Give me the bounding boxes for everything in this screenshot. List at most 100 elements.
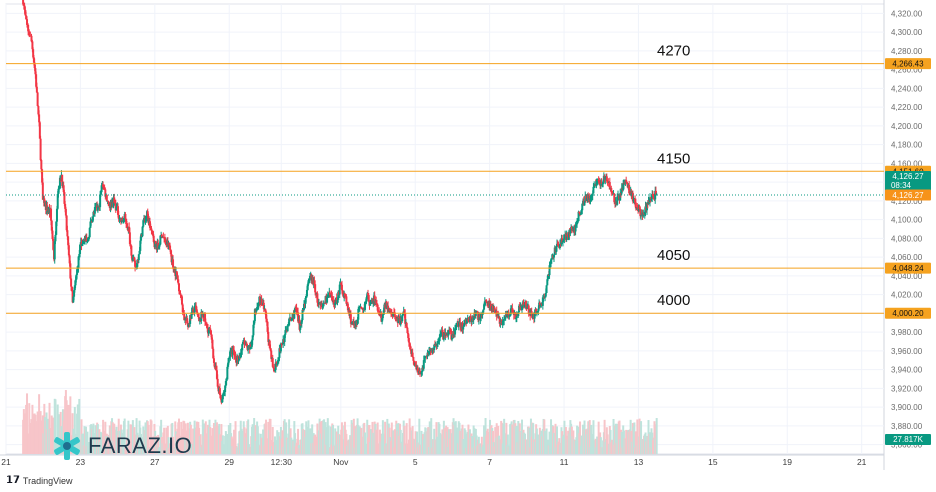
volume-bar: [218, 434, 221, 454]
candle-body: [360, 307, 363, 309]
candle-body: [73, 285, 76, 291]
candle-body: [122, 218, 125, 221]
candle-body: [455, 322, 458, 326]
candle-body: [34, 68, 37, 75]
candle-body: [369, 301, 372, 303]
y-tick-label: 3,860.00: [891, 441, 923, 450]
candle-body: [526, 307, 529, 309]
volume-bar: [341, 439, 344, 454]
candle-body: [549, 262, 552, 266]
volume-bar: [352, 418, 355, 454]
candle-body: [515, 318, 518, 320]
candle-body: [459, 322, 462, 328]
candle-body: [414, 364, 417, 366]
candle-body: [424, 356, 427, 359]
candle-body: [457, 323, 460, 326]
candle-body: [483, 301, 486, 305]
candle-body: [25, 15, 28, 20]
candle-body: [35, 86, 38, 93]
candle-body: [269, 348, 272, 351]
candle-body: [223, 392, 226, 394]
time-axis[interactable]: 21 23 27 29 12:30 Nov 5 7 11 13 15 19 21: [1, 457, 866, 467]
volume-bar: [320, 420, 323, 454]
candle-body: [85, 237, 88, 242]
candle-body: [601, 184, 604, 186]
current-price-countdown: 08:34: [891, 181, 912, 190]
tradingview-footer[interactable]: 𝟭𝟳 TradingView: [6, 475, 72, 486]
volume-bar: [366, 419, 369, 454]
candle-body: [99, 194, 102, 208]
candle-body: [38, 114, 41, 123]
candle-body: [222, 392, 225, 395]
candle-body: [247, 346, 250, 350]
candle-body: [31, 41, 34, 50]
candle-body: [261, 304, 264, 306]
volume-bar: [227, 425, 230, 454]
candle-body: [70, 286, 73, 292]
horizontal-levels[interactable]: 4270 4150 4050 4000: [6, 43, 884, 314]
volume-bar: [462, 438, 465, 454]
y-tick-label: 3,960.00: [891, 347, 923, 356]
candle-body: [137, 259, 140, 261]
volume-bar: [471, 435, 474, 454]
price-axis[interactable]: 3,860.00 3,880.00 3,900.00 3,920.00 3,940.00…: [891, 9, 923, 449]
candle-body: [51, 230, 54, 240]
candle-body: [346, 303, 349, 311]
candle-body: [319, 302, 322, 306]
candle-body: [634, 202, 637, 209]
candle-body: [142, 220, 145, 227]
candle-body: [58, 177, 61, 189]
volume-bar: [29, 422, 32, 454]
candle-body: [289, 317, 292, 321]
volume-bar: [195, 421, 198, 454]
candle-body: [600, 182, 603, 185]
candle-body: [450, 330, 453, 340]
candle-body: [67, 236, 70, 246]
x-tick-label: 29: [224, 457, 234, 467]
candle-body: [180, 295, 183, 297]
candle-body: [349, 314, 352, 324]
candle-body: [253, 309, 256, 322]
candle-body: [113, 197, 116, 203]
candle-body: [177, 279, 180, 284]
volume-bar: [271, 427, 274, 454]
candle-body: [538, 302, 541, 309]
candle-body: [36, 92, 39, 107]
candle-body: [163, 237, 166, 239]
volume-bar: [142, 426, 145, 454]
candle-body: [76, 268, 79, 270]
candle-body: [509, 308, 512, 315]
volume-bar: [603, 419, 606, 454]
volume-bar: [535, 428, 538, 454]
candle-body: [293, 310, 296, 319]
candle-body: [22, 0, 25, 5]
candle-body: [546, 279, 549, 286]
volume-bar: [127, 420, 130, 454]
candle-body: [433, 344, 436, 350]
candle-body: [405, 322, 408, 328]
candle-body: [314, 292, 317, 295]
candle-body: [485, 299, 488, 302]
candle-body: [265, 318, 268, 322]
volume-bar: [505, 422, 508, 454]
candle-body: [102, 184, 105, 188]
candle-body: [219, 394, 222, 399]
candle-body: [270, 350, 273, 359]
candle-body: [245, 344, 248, 347]
candle-body: [590, 195, 593, 198]
candle-body: [651, 193, 654, 197]
volume-bar: [528, 427, 531, 454]
volume-bar: [123, 418, 126, 454]
candle-body: [125, 224, 128, 227]
candle-body: [287, 325, 290, 327]
candle-body: [442, 332, 445, 340]
candle-body: [401, 315, 404, 322]
candle-body: [78, 254, 81, 257]
candle-body: [576, 222, 579, 225]
candle-body: [620, 187, 623, 194]
volume-bar: [633, 422, 636, 454]
candle-body: [479, 317, 482, 320]
volume-bar: [65, 400, 68, 454]
candle-body: [168, 242, 171, 246]
